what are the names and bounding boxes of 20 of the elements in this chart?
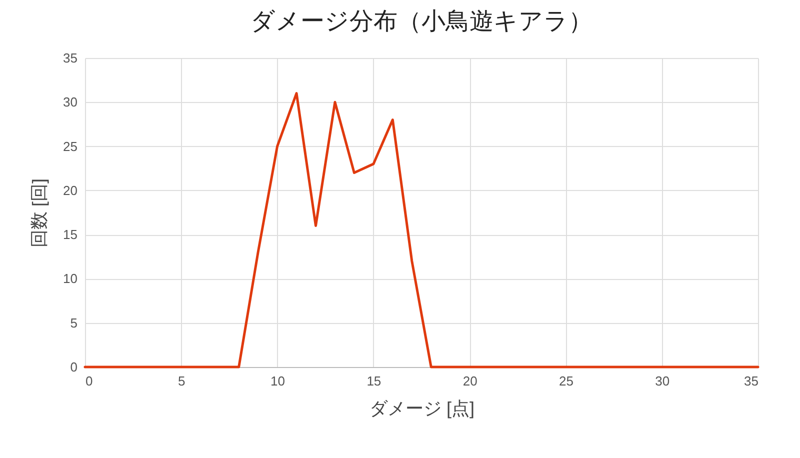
x-tick-label: 35 [744, 374, 758, 388]
x-tick-label: 20 [462, 374, 478, 388]
y-tick-label: 25 [63, 138, 78, 154]
y-tick-label: 20 [63, 182, 78, 198]
x-tick-label: 15 [366, 374, 382, 388]
line-series [84, 92, 760, 368]
y-tick-label: 0 [70, 360, 78, 374]
chart-title: ダメージ分布（小鳥遊キアラ） [250, 8, 592, 35]
x-axis-title: ダメージ [点] [369, 398, 475, 418]
x-tick-label: 10 [270, 374, 286, 388]
y-tick-label: 30 [63, 94, 78, 110]
x-tick-label: 30 [655, 374, 670, 388]
x-tick-label: 5 [178, 374, 186, 388]
y-axis-title: 回数 [回] [29, 178, 50, 248]
x-tick-label: 0 [86, 374, 93, 388]
y-tick-label: 35 [63, 50, 78, 66]
y-tick-label: 10 [63, 271, 78, 286]
y-tick-label: 15 [63, 227, 78, 242]
y-tick-label: 5 [70, 315, 78, 330]
x-tick-label: 25 [558, 374, 574, 388]
